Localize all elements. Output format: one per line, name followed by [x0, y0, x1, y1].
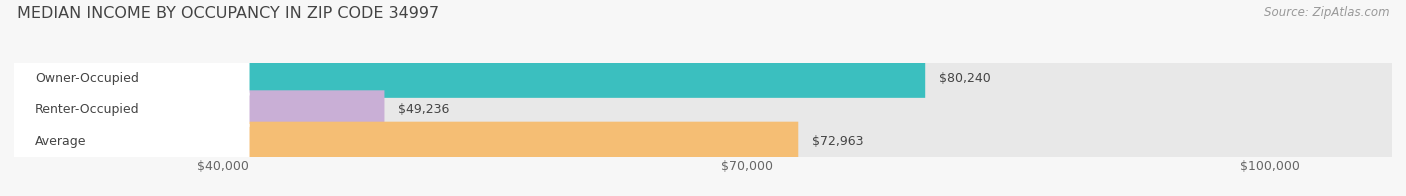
FancyBboxPatch shape [6, 61, 249, 95]
Text: $72,963: $72,963 [813, 135, 863, 148]
Text: Renter-Occupied: Renter-Occupied [35, 103, 139, 116]
FancyBboxPatch shape [6, 124, 249, 158]
FancyBboxPatch shape [14, 59, 1392, 98]
FancyBboxPatch shape [14, 122, 1392, 161]
Text: Owner-Occupied: Owner-Occupied [35, 72, 139, 85]
Text: Average: Average [35, 135, 87, 148]
FancyBboxPatch shape [14, 122, 799, 161]
FancyBboxPatch shape [14, 90, 384, 129]
FancyBboxPatch shape [14, 59, 925, 98]
Text: Source: ZipAtlas.com: Source: ZipAtlas.com [1264, 6, 1389, 19]
Text: MEDIAN INCOME BY OCCUPANCY IN ZIP CODE 34997: MEDIAN INCOME BY OCCUPANCY IN ZIP CODE 3… [17, 6, 439, 21]
Text: $80,240: $80,240 [939, 72, 991, 85]
FancyBboxPatch shape [14, 90, 1392, 129]
Text: $49,236: $49,236 [398, 103, 450, 116]
FancyBboxPatch shape [6, 93, 249, 127]
